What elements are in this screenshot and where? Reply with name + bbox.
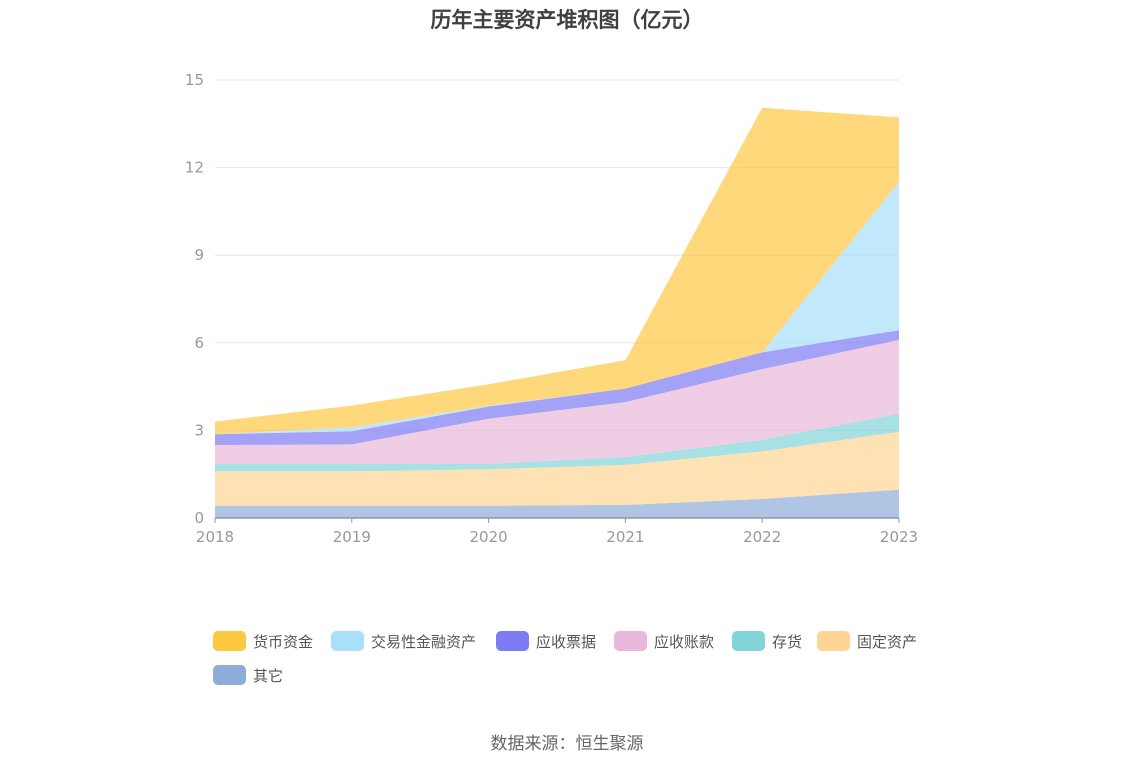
chart-title: 历年主要资产堆积图（亿元） (430, 8, 704, 32)
legend-swatch (496, 631, 529, 651)
legend-swatch (817, 631, 850, 651)
x-tick-label: 2021 (606, 528, 644, 546)
axes: 0 3 6 9 12 15 2018 2019 2020 2021 2022 2023 (185, 71, 918, 546)
x-tick-label: 2019 (333, 528, 371, 546)
y-tick-label: 12 (185, 159, 204, 177)
legend-label: 其它 (253, 666, 284, 685)
legend-label: 交易性金融资产 (371, 632, 477, 651)
legend-label: 存货 (772, 632, 803, 651)
x-tick-label: 2020 (470, 528, 508, 546)
area-series-存货 (215, 413, 899, 472)
legend-swatch (331, 631, 364, 651)
legend-swatch (213, 631, 246, 651)
area-series (215, 107, 899, 518)
y-tick-label: 0 (194, 509, 204, 527)
legend-item[interactable]: 应收票据 (496, 630, 596, 652)
legend-swatch (614, 631, 647, 651)
legend-swatch (213, 665, 246, 685)
y-tick-label: 6 (194, 334, 204, 352)
legend-item[interactable]: 应收账款 (614, 630, 714, 652)
x-tick-label: 2022 (743, 528, 781, 546)
y-tick-label: 3 (194, 421, 204, 439)
legend-label: 应收账款 (654, 632, 715, 651)
area-series-其它 (215, 489, 899, 518)
x-tick-label: 2018 (196, 528, 234, 546)
legend-item[interactable]: 货币资金 (213, 630, 313, 652)
legend-item[interactable]: 存货 (732, 630, 802, 652)
legend-item[interactable]: 交易性金融资产 (331, 630, 476, 652)
x-tick-label: 2023 (880, 528, 918, 546)
legend-label: 应收票据 (536, 632, 597, 651)
area-series-应收账款 (215, 339, 899, 464)
legend-swatch (732, 631, 765, 651)
legend-item[interactable]: 固定资产 (817, 630, 917, 652)
area-series-固定资产 (215, 431, 899, 506)
area-series-货币资金 (215, 107, 899, 435)
y-tick-label: 9 (194, 246, 204, 264)
y-tick-label: 15 (185, 71, 204, 89)
area-series-应收票据 (215, 330, 899, 445)
legend-item[interactable]: 其它 (213, 664, 283, 686)
legend-label: 固定资产 (857, 632, 918, 651)
source-note: 数据来源：恒生聚源 (490, 734, 644, 754)
legend-label: 货币资金 (253, 632, 314, 651)
